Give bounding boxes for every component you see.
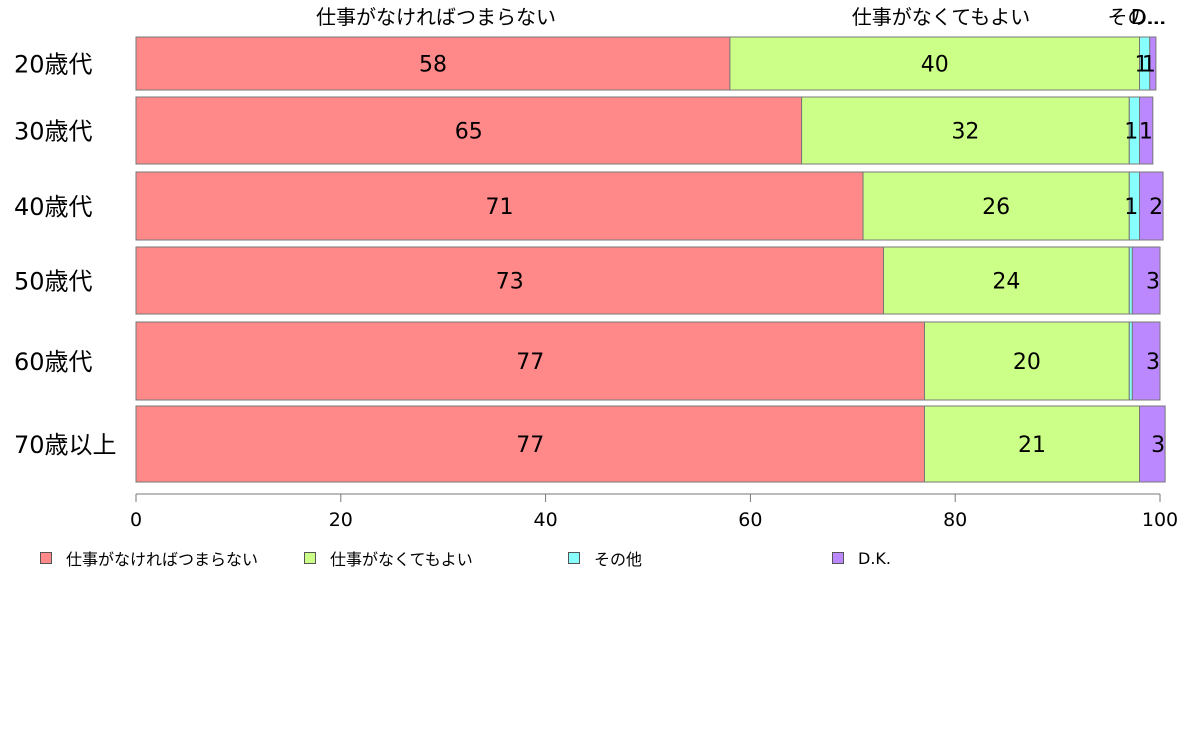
category-label: 50歳代 [14, 268, 93, 296]
legend-item-3: D.K. [832, 546, 891, 570]
category-label: 30歳代 [14, 118, 93, 146]
data-label: 2 [1149, 195, 1163, 220]
x-tick-label: 20 [329, 509, 353, 531]
data-label: 71 [486, 195, 514, 220]
data-label: 1 [1124, 120, 1138, 145]
legend-swatch-2 [568, 552, 580, 564]
legend-label-0: 仕事がなければつまらない [66, 550, 259, 569]
bar-segment [135, 96, 803, 165]
data-label: 32 [951, 120, 979, 145]
legend-swatch-1 [304, 552, 316, 564]
legend-item-2: その他 [568, 546, 642, 570]
x-tick-label: 60 [738, 509, 762, 531]
category-label: 40歳代 [14, 193, 93, 221]
bar-segment [1139, 405, 1166, 483]
bar-segment [135, 171, 864, 241]
bar-segment [1139, 171, 1164, 241]
data-label: 21 [1018, 433, 1046, 458]
bar-segment [1139, 96, 1154, 165]
data-label: 20 [1013, 350, 1041, 375]
data-label: 1 [1139, 120, 1153, 145]
category-labels: 20歳代 30歳代 40歳代 50歳代 60歳代 70歳以上 [14, 51, 117, 460]
bar-segment [1131, 321, 1161, 401]
bar-segment [923, 321, 1130, 401]
segment-header-labels: 仕事がなければつまらない 仕事がなくてもよい その...D... [316, 5, 1167, 29]
legend-item-1: 仕事がなくてもよい [304, 546, 473, 570]
segment-header-label: 仕事がなければつまらない [316, 5, 556, 29]
bar-segment [135, 405, 925, 483]
legend: 仕事がなければつまらない 仕事がなくてもよい その他 D.K. [40, 546, 1180, 570]
data-label: 1 [1142, 53, 1156, 78]
segment-header-label: その... [1107, 5, 1166, 29]
x-tick-label: 40 [534, 509, 558, 531]
data-label: 40 [921, 53, 949, 78]
bar-segment [729, 36, 1141, 91]
x-axis: 0 20 40 60 80 100 [130, 493, 1178, 531]
legend-label-1: 仕事がなくてもよい [330, 550, 473, 569]
data-label: 1 [1135, 53, 1149, 78]
data-label: 77 [516, 433, 544, 458]
bar-segment [135, 36, 731, 91]
data-label: 73 [496, 270, 524, 295]
data-label: 24 [992, 270, 1020, 295]
data-label: 65 [455, 120, 483, 145]
data-label: 3 [1146, 270, 1160, 295]
bar-segment [923, 405, 1141, 483]
data-label: 26 [982, 195, 1010, 220]
bar-segment [135, 321, 925, 401]
bar-segment [1131, 246, 1161, 315]
category-label: 20歳代 [14, 51, 93, 79]
x-tick-label: 80 [943, 509, 967, 531]
legend-item-0: 仕事がなければつまらない [40, 546, 258, 570]
data-label: 1 [1124, 195, 1138, 220]
legend-label-3: D.K. [858, 548, 891, 568]
data-label: 3 [1146, 350, 1160, 375]
data-label: 3 [1151, 433, 1165, 458]
category-label: 70歳以上 [14, 431, 117, 459]
data-label: 58 [419, 53, 447, 78]
x-tick-label: 0 [130, 509, 142, 531]
data-label: 77 [516, 350, 544, 375]
x-tick-label: 100 [1142, 509, 1178, 531]
bar-segment [883, 246, 1130, 315]
category-label: 60歳代 [14, 348, 93, 376]
legend-swatch-3 [832, 552, 844, 564]
segment-header-label: 仕事がなくてもよい [852, 5, 1030, 29]
bar-segment [1149, 36, 1157, 91]
legend-label-2: その他 [594, 550, 643, 569]
segment-header-label: D... [1131, 5, 1165, 29]
legend-swatch-0 [40, 552, 52, 564]
